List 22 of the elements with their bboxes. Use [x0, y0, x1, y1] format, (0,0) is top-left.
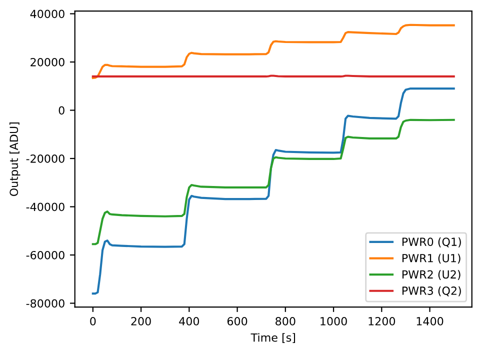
x-axis-title: Time [s]	[250, 333, 296, 344]
y-tick-label: -20000	[26, 154, 64, 163]
y-tick-label: 0	[58, 106, 64, 115]
y-axis-title: Output [ADU]	[9, 122, 20, 196]
y-tick-label: -60000	[26, 250, 64, 260]
legend-label: PWR0 (Q1)	[402, 237, 461, 248]
y-tick-label: 20000	[30, 58, 64, 66]
x-tick-label: 0	[90, 317, 96, 326]
x-tick-label: 800	[276, 317, 296, 326]
y-tick-label: -40000	[26, 202, 64, 212]
legend-label: PWR2 (U2)	[402, 270, 460, 280]
x-tick-label: 200	[131, 317, 151, 326]
x-tick-label: 1400	[416, 317, 444, 326]
legend-label: PWR3 (Q2)	[402, 286, 461, 296]
legend-label: PWR1 (U1)	[402, 254, 460, 264]
x-tick-label: 1200	[368, 317, 396, 326]
y-tick-label: 40000	[30, 10, 64, 18]
y-tick-label: -80000	[26, 299, 64, 308]
line-series	[92, 24, 455, 79]
x-tick-label: 1000	[320, 317, 347, 326]
x-tick-label: 400	[179, 317, 200, 326]
x-tick-label: 600	[227, 317, 248, 326]
